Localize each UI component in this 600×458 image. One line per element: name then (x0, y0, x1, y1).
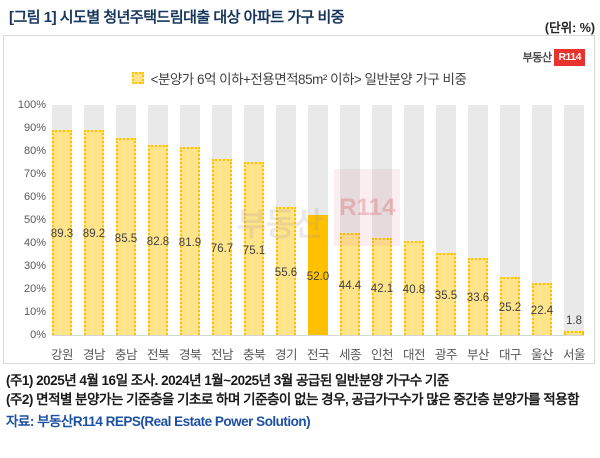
x-axis-label: 부산 (466, 348, 490, 362)
y-tick-label: 20% (23, 282, 46, 295)
bar-value-label: 25.2 (498, 302, 522, 315)
bar-group-서울: 1.8 서울 (563, 105, 586, 362)
bar-강원 (52, 129, 72, 335)
y-tick-label: 90% (23, 121, 46, 134)
y-tick-label: 40% (23, 236, 46, 249)
bar-경북 (180, 146, 200, 335)
figure-title: [그림 1] 시도별 청년주택드림대출 대상 아파트 가구 비중 (9, 9, 345, 26)
bar-group-대전: 40.8 대전 (402, 105, 426, 362)
x-axis-label: 전북 (146, 348, 170, 362)
y-axis: 0% 10% 20% 30% 40% 50% 60% 70% 80% 90% 100% (4, 99, 46, 341)
x-axis-label: 세종 (338, 348, 362, 362)
bar-group-전남: 76.7 전남 (210, 105, 234, 362)
bar-충남 (116, 138, 136, 335)
bar-group-울산: 22.4 울산 (530, 105, 554, 362)
bar-대전 (404, 241, 424, 335)
bar-track (532, 105, 552, 335)
bar-value-label: 75.1 (242, 244, 266, 257)
y-tick-label: 0% (30, 328, 46, 341)
bar-부산 (468, 257, 488, 335)
x-axis-label: 경남 (82, 348, 106, 362)
bar-value-label: 55.6 (274, 267, 298, 280)
bar-value-label: 42.1 (370, 282, 394, 295)
bar-value-label: 33.6 (466, 292, 490, 305)
x-axis-label: 경기 (274, 348, 298, 362)
bar-value-label: 85.5 (114, 232, 138, 245)
y-tick-label: 50% (23, 213, 46, 226)
x-axis-label: 대전 (402, 348, 426, 362)
footnote-1: (주1) 2025년 4월 16일 조사. 2024년 1월~2025년 3월 … (6, 373, 449, 388)
bar-value-label: 81.9 (178, 236, 202, 249)
bar-value-label: 82.8 (146, 235, 170, 248)
bar-track (564, 105, 584, 335)
bar-group-경북: 81.9 경북 (178, 105, 202, 362)
brand-logo-badge: R114 (554, 49, 585, 66)
bar-경남 (84, 129, 104, 335)
bar-group-강원: 89.3 강원 (50, 105, 74, 362)
bar-value-label: 89.3 (50, 228, 74, 241)
bar-value-label: 1.8 (566, 314, 582, 327)
bar-group-경기: 55.6 경기 (274, 105, 298, 362)
bar-value-label: 22.4 (530, 305, 554, 318)
legend-label: <분양가 6억 이하+전용면적85m² 이하> 일반분양 가구 비중 (150, 72, 467, 87)
bar-충북 (244, 162, 264, 335)
x-axis-label: 광주 (434, 348, 458, 362)
y-tick-label: 30% (23, 259, 46, 272)
bar-group-전국: 52.0 전국 (306, 105, 330, 362)
bar-전남 (212, 158, 232, 335)
bar-세종 (340, 232, 360, 335)
bar-group-경남: 89.2 경남 (82, 105, 106, 362)
x-axis-label: 인천 (370, 348, 394, 362)
bar-인천 (372, 238, 392, 335)
chart-legend: <분양가 6억 이하+전용면적85m² 이하> 일반분양 가구 비중 (4, 68, 594, 88)
bar-group-인천: 42.1 인천 (370, 105, 394, 362)
bar-group-대구: 25.2 대구 (498, 105, 522, 362)
x-axis-label: 충남 (114, 348, 138, 362)
bar-value-label: 44.4 (338, 279, 362, 292)
footnote-2: (주2) 면적별 분양가는 기준층을 기초로 하며 기준층이 없는 경우, 공급… (6, 392, 580, 407)
bar-울산 (532, 283, 552, 335)
brand-logo: 부동산 R114 (523, 49, 585, 66)
unit-label: (단위: %) (544, 21, 595, 35)
x-axis-label: 울산 (530, 348, 554, 362)
x-axis-label: 강원 (50, 348, 74, 362)
footnotes: (주1) 2025년 4월 16일 조사. 2024년 1월~2025년 3월 … (6, 371, 596, 431)
bar-서울 (564, 330, 584, 335)
x-axis-label: 서울 (562, 348, 586, 362)
x-axis-label: 전남 (210, 348, 234, 362)
bar-value-label: 89.2 (82, 228, 106, 241)
x-axis-label: 충북 (242, 348, 266, 362)
y-tick-label: 70% (23, 167, 46, 180)
y-tick-label: 80% (23, 144, 46, 157)
bar-전북 (148, 144, 168, 335)
brand-logo-text: 부동산 (522, 52, 552, 65)
plot-area: 89.3 강원 89.2 경남 85.5 충남 82.8 전북 81.9 경북 76.7 전남 75.1… (50, 105, 586, 362)
x-axis-label: 경북 (178, 348, 202, 362)
legend-swatch-icon (131, 72, 144, 84)
bar-value-label: 52.0 (306, 271, 330, 284)
y-tick-label: 10% (23, 305, 46, 318)
bar-group-세종: 44.4 세종 (338, 105, 362, 362)
bar-value-label: 76.7 (210, 242, 234, 255)
bar-group-광주: 35.5 광주 (434, 105, 458, 362)
source-line: 자료: 부동산R114 REPS(Real Estate Power Solut… (6, 414, 311, 429)
x-axis-label: 전국 (306, 348, 330, 362)
x-axis-label: 대구 (498, 348, 522, 362)
bar-대구 (500, 277, 520, 335)
bar-value-label: 35.5 (434, 290, 458, 303)
bar-highlighted-전국 (308, 215, 328, 335)
bar-group-충남: 85.5 충남 (114, 105, 138, 362)
bar-group-부산: 33.6 부산 (466, 105, 490, 362)
y-tick-label: 100% (17, 98, 46, 111)
bar-경기 (276, 207, 296, 335)
bar-value-label: 40.8 (402, 284, 426, 297)
chart-panel: 부동산 R114 <분양가 6억 이하+전용면적85m² 이하> 일반분양 가구… (3, 35, 595, 364)
bar-group-전북: 82.8 전북 (146, 105, 170, 362)
bar-광주 (436, 253, 456, 335)
y-tick-label: 60% (23, 190, 46, 203)
bar-group-충북: 75.1 충북 (242, 105, 266, 362)
